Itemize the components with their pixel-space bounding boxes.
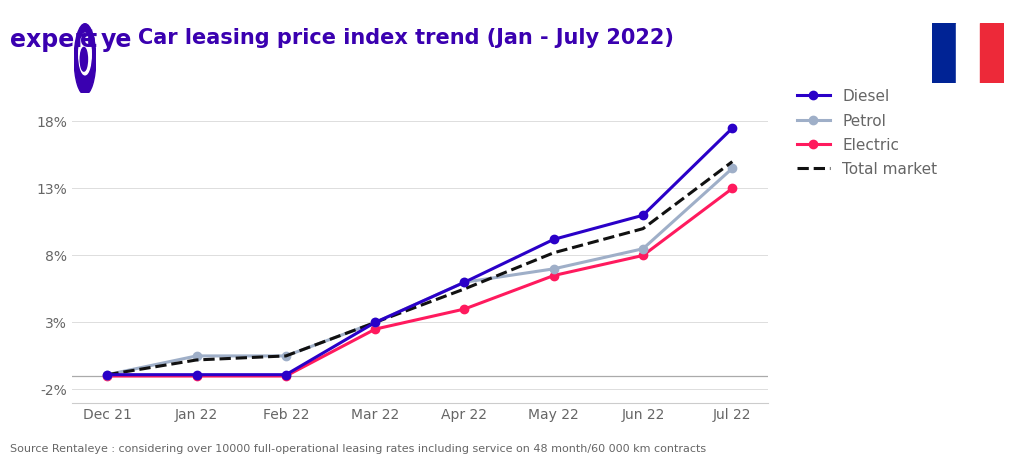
Line: Petrol: Petrol (103, 164, 736, 379)
Text: Car leasing price index trend (Jan - July 2022): Car leasing price index trend (Jan - Jul… (138, 28, 674, 48)
Legend: Diesel, Petrol, Electric, Total market: Diesel, Petrol, Electric, Total market (797, 89, 938, 177)
Text: expert: expert (10, 28, 97, 52)
Petrol (548, 266, 560, 272)
Total market (190, 357, 203, 363)
Diesel (637, 213, 649, 218)
Circle shape (79, 33, 91, 75)
Text: Source Rentaleye : considering over 10000 full-operational leasing rates includi: Source Rentaleye : considering over 1000… (10, 444, 707, 454)
Total market (280, 353, 292, 359)
Electric (459, 306, 471, 312)
Diesel (190, 372, 203, 377)
Diesel (101, 372, 114, 377)
Petrol (280, 353, 292, 359)
Total market (459, 286, 471, 292)
Petrol (190, 353, 203, 359)
Electric (280, 373, 292, 379)
Petrol (637, 246, 649, 251)
Circle shape (74, 24, 96, 95)
Total market (637, 226, 649, 232)
Electric (190, 373, 203, 379)
Petrol (726, 166, 738, 171)
Petrol (101, 372, 114, 377)
Total market (369, 319, 381, 325)
Electric (101, 373, 114, 379)
Line: Total market: Total market (108, 162, 732, 375)
Text: ye: ye (100, 28, 132, 52)
Line: Electric: Electric (103, 184, 736, 380)
Text: e: e (80, 28, 96, 52)
Electric (726, 186, 738, 191)
Electric (369, 326, 381, 332)
Total market (101, 372, 114, 377)
Total market (548, 250, 560, 256)
Petrol (459, 280, 471, 285)
Bar (932, 23, 955, 83)
Diesel (280, 372, 292, 377)
Diesel (369, 319, 381, 325)
Diesel (726, 125, 738, 131)
Electric (548, 273, 560, 278)
Total market (726, 159, 738, 164)
Electric (637, 253, 649, 258)
Diesel (548, 237, 560, 242)
Diesel (459, 280, 471, 285)
Line: Diesel: Diesel (103, 124, 736, 379)
Bar (955, 23, 980, 83)
Bar (980, 23, 1004, 83)
Petrol (369, 319, 381, 325)
Circle shape (80, 47, 87, 71)
